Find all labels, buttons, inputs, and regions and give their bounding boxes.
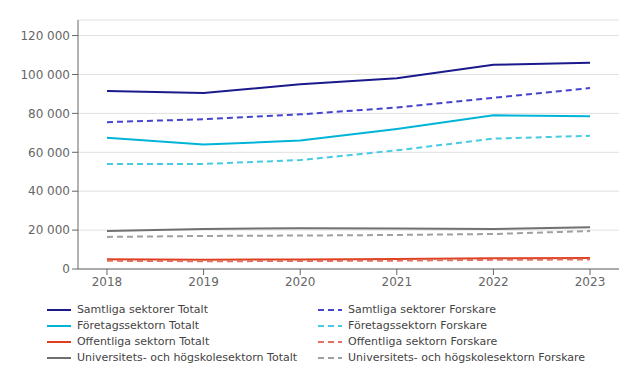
svg-text:2022: 2022 (478, 275, 509, 289)
svg-text:80 000: 80 000 (28, 107, 70, 121)
svg-text:2018: 2018 (92, 275, 123, 289)
svg-text:40 000: 40 000 (28, 184, 70, 198)
svg-text:60 000: 60 000 (28, 146, 70, 160)
html-text:Offentliga sektorn Totalt: Offentliga sektorn Totalt (76, 335, 210, 348)
html-text:Samtliga sektorer Forskare: Samtliga sektorer Forskare (348, 303, 496, 316)
html-text:Företagssektorn Forskare: Företagssektorn Forskare (348, 319, 488, 332)
html-text:Universitets- och högskolesekt: Universitets- och högskolesektorn Forska… (348, 351, 586, 364)
html-text:Offentliga sektorn Forskare: Offentliga sektorn Forskare (348, 335, 498, 348)
html-text:Universitets- och högskolesekt: Universitets- och högskolesektorn Totalt (76, 351, 298, 364)
svg-text:120 000: 120 000 (20, 29, 70, 43)
svg-text:2020: 2020 (285, 275, 316, 289)
svg-text:0: 0 (62, 262, 70, 276)
svg-text:100 000: 100 000 (20, 68, 70, 82)
svg-text:2021: 2021 (382, 275, 413, 289)
html-text:Företagssektorn Totalt: Företagssektorn Totalt (76, 319, 200, 332)
html-text:Samtliga sektorer Totalt: Samtliga sektorer Totalt (76, 303, 208, 316)
svg-text:2023: 2023 (575, 275, 606, 289)
svg-text:20 000: 20 000 (28, 223, 70, 237)
svg-text:2019: 2019 (188, 275, 219, 289)
